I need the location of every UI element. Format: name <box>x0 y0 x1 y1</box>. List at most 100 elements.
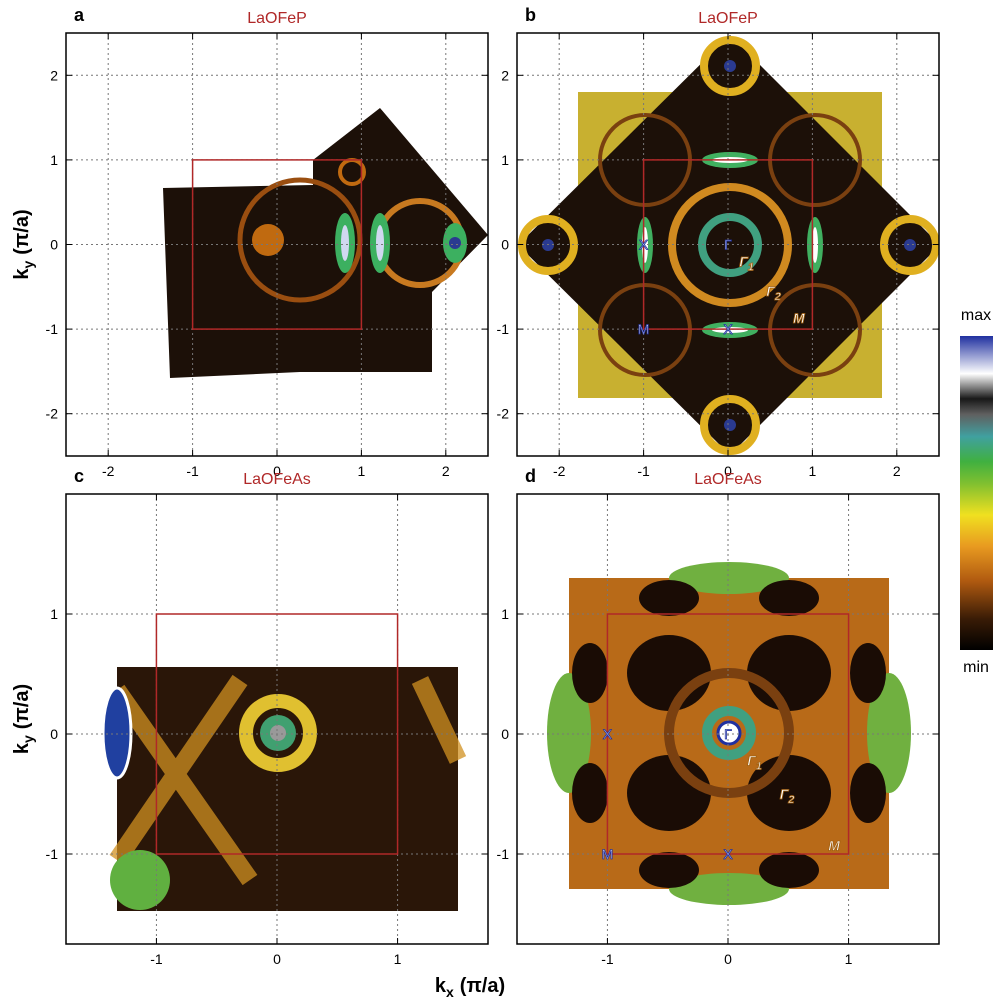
k-point-label: Γ2 <box>766 283 781 303</box>
x-tick-label: -2 <box>102 463 115 479</box>
k-point-label: Γ <box>724 726 732 742</box>
panel-label: a <box>74 5 85 25</box>
k-point-label: X <box>603 726 613 742</box>
k-point-name: X <box>603 726 613 742</box>
k-point-name: M <box>793 310 805 326</box>
y-tick-label: 1 <box>501 152 509 168</box>
axis-label-sub: y <box>20 260 36 268</box>
k-point-sub: 2 <box>787 794 794 806</box>
x-tick-label: 1 <box>809 463 817 479</box>
axis-label-unit: (π/a) <box>11 209 33 254</box>
x-tick-label: 0 <box>724 463 732 479</box>
panel-title: LaOFeAs <box>243 471 311 488</box>
k-point-sub: 1 <box>756 760 762 772</box>
k-point-label: X <box>639 237 649 253</box>
map-c <box>101 667 467 911</box>
brillouin-zone <box>642 159 814 330</box>
k-point-name: Γ <box>780 786 790 802</box>
panel-title: LaOFeAs <box>694 471 762 488</box>
k-point-name: X <box>723 846 733 862</box>
x-tick-label: 2 <box>893 463 901 479</box>
k-point-label: M <box>638 321 650 337</box>
k-point-label: M <box>602 846 614 862</box>
y-tick-label: 2 <box>50 67 58 83</box>
axis-label: ky (π/a) <box>11 684 36 754</box>
y-tick-label: 1 <box>50 152 58 168</box>
x-tick-label: -2 <box>553 463 566 479</box>
k-point-label: M <box>828 838 840 854</box>
y-tick-label: 0 <box>50 237 58 253</box>
panel-title: LaOFeP <box>247 10 307 27</box>
k-point-label: X <box>723 846 733 862</box>
k-point-name: X <box>723 321 733 337</box>
y-tick-label: -2 <box>497 406 510 422</box>
x-tick-label: 2 <box>442 463 450 479</box>
k-point-label: M <box>793 310 805 326</box>
brillouin-zone <box>155 613 399 855</box>
x-tick-label: 1 <box>394 951 402 967</box>
y-tick-label: -2 <box>46 406 59 422</box>
axis-label-sub: x <box>446 984 454 1000</box>
y-tick-label: -1 <box>46 846 59 862</box>
plot-frame <box>65 32 489 457</box>
y-tick-label: -1 <box>497 321 510 337</box>
colorbar <box>960 336 993 650</box>
brillouin-zone <box>191 159 363 330</box>
x-tick-label: -1 <box>186 463 199 479</box>
axis-label-sub: y <box>20 735 36 743</box>
k-point-name: X <box>639 237 649 253</box>
map-a <box>163 108 488 378</box>
axis-label: ky (π/a) <box>11 209 36 279</box>
y-tick-label: 1 <box>50 606 58 622</box>
y-tick-label: 2 <box>501 67 509 83</box>
y-tick-label: 0 <box>50 726 58 742</box>
panel-title: LaOFeP <box>698 10 758 27</box>
plot-frame <box>65 493 489 945</box>
k-point-name: Γ <box>724 237 732 253</box>
k-point-sub: 1 <box>748 261 754 273</box>
k-point-name: Γ <box>739 253 749 269</box>
axis-label: kx (π/a) <box>435 975 505 1000</box>
k-point-name: M <box>828 838 840 854</box>
panel-label: c <box>74 466 84 486</box>
panel-label: d <box>525 466 536 486</box>
x-tick-label: 1 <box>358 463 366 479</box>
x-tick-label: -1 <box>150 951 163 967</box>
colorbar-min: min <box>963 659 989 676</box>
y-tick-label: 0 <box>501 726 509 742</box>
y-tick-label: 1 <box>501 606 509 622</box>
axis-label-unit: (π/a) <box>460 975 505 997</box>
x-tick-label: -1 <box>601 951 614 967</box>
x-tick-label: 1 <box>845 951 853 967</box>
colorbar-max: max <box>961 307 991 324</box>
k-point-label: Γ1 <box>739 253 754 273</box>
k-point-name: Γ <box>747 752 757 768</box>
k-point-label: X <box>723 321 733 337</box>
axis-label-base: k <box>435 975 447 997</box>
y-tick-label: -1 <box>46 321 59 337</box>
y-tick-label: -1 <box>497 846 510 862</box>
axis-label-base: k <box>11 268 33 280</box>
plot-frame <box>516 493 940 945</box>
k-point-name: Γ <box>724 726 732 742</box>
k-point-name: Γ <box>766 283 776 299</box>
axis-label-unit: (π/a) <box>11 684 33 729</box>
x-tick-label: -1 <box>637 463 650 479</box>
k-point-sub: 2 <box>774 291 781 303</box>
k-point-label: Γ1 <box>747 752 762 772</box>
k-point-name: M <box>638 321 650 337</box>
x-tick-label: 0 <box>273 463 281 479</box>
x-tick-label: 0 <box>724 951 732 967</box>
k-point-label: Γ2 <box>780 786 795 806</box>
y-tick-label: 0 <box>501 237 509 253</box>
brillouin-zone <box>606 613 850 855</box>
axis-label-base: k <box>11 742 33 754</box>
panel-label: b <box>525 5 536 25</box>
plot-frame <box>516 32 940 457</box>
k-point-name: M <box>602 846 614 862</box>
x-tick-label: 0 <box>273 951 281 967</box>
k-point-label: Γ <box>724 237 732 253</box>
